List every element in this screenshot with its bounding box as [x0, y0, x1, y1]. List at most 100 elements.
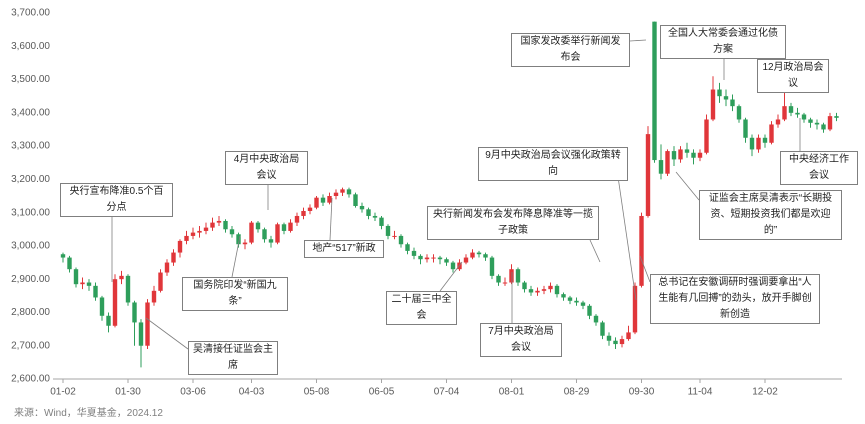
- candle-body: [749, 137, 755, 150]
- candle-body: [190, 232, 196, 236]
- annotation: 全国人大常委会通过化债方案: [660, 25, 786, 59]
- annotation: 央行宣布降准0.5个百分点: [60, 183, 173, 217]
- candle-body: [522, 282, 527, 290]
- annotation-leader: [615, 162, 637, 301]
- candle-body: [262, 229, 267, 240]
- candle-body: [444, 259, 449, 263]
- candle-body: [827, 116, 833, 130]
- y-tick-label: 2,600.00: [11, 374, 50, 385]
- candle-body: [112, 279, 118, 326]
- candle-body: [379, 217, 384, 226]
- candle-body: [275, 224, 280, 243]
- candle-body: [132, 302, 137, 323]
- annotation: 吴清接任证监会主席: [188, 341, 278, 375]
- candle-body: [242, 242, 248, 245]
- x-tick-label: 01-30: [115, 387, 141, 398]
- candle-body: [723, 96, 729, 100]
- candle-body: [743, 119, 748, 138]
- candle-body: [138, 322, 144, 346]
- candle-body: [600, 322, 605, 336]
- candle-body: [704, 119, 709, 153]
- candle-body: [567, 297, 573, 301]
- candle-body: [775, 119, 781, 125]
- candle-body: [119, 275, 124, 280]
- candle-body: [782, 106, 787, 120]
- candle-body: [652, 21, 657, 161]
- candle-body: [424, 257, 430, 260]
- candle-body: [801, 114, 807, 120]
- candle-body: [548, 285, 553, 290]
- candle-body: [99, 297, 105, 316]
- candle-body: [392, 235, 397, 237]
- candle-body: [489, 257, 495, 276]
- candle-body: [60, 254, 66, 258]
- candle-body: [67, 257, 72, 270]
- annotation: 央行新闻发布会发布降息降准等一揽子政策: [427, 206, 599, 240]
- y-tick-label: 3,000.00: [11, 241, 50, 252]
- candle-body: [795, 112, 800, 115]
- annotation: 中央经济工作会议: [780, 151, 858, 185]
- candle-body: [359, 205, 365, 210]
- y-tick-label: 3,500.00: [11, 74, 50, 85]
- annotation: 12月政治局会议: [757, 59, 829, 93]
- candle-body: [665, 151, 670, 174]
- candle-body: [814, 122, 820, 125]
- x-tick-label: 03-06: [180, 387, 206, 398]
- annotation-leader: [629, 39, 647, 42]
- candle-body: [619, 339, 625, 345]
- candle-body: [164, 262, 170, 273]
- candle-body: [171, 252, 176, 263]
- annotation: 4月中央政治局会议: [225, 151, 308, 185]
- candle-body: [678, 149, 683, 160]
- y-tick-label: 2,800.00: [11, 307, 50, 318]
- annotation: 总书记在安徽调研时强调要拿出“人生能有几回搏”的劲头，放开手脚创新创造: [650, 274, 820, 324]
- y-tick-label: 3,200.00: [11, 174, 50, 185]
- candle-body: [626, 332, 631, 340]
- candle-body: [268, 239, 274, 243]
- candle-body: [769, 124, 774, 143]
- y-tick-label: 3,400.00: [11, 107, 50, 118]
- y-tick-label: 2,900.00: [11, 274, 50, 285]
- candle-body: [249, 222, 254, 243]
- candle-body: [86, 282, 92, 286]
- y-tick-label: 3,100.00: [11, 207, 50, 218]
- candle-body: [554, 285, 560, 295]
- candle-body: [762, 137, 768, 143]
- y-tick-label: 3,300.00: [11, 141, 50, 152]
- candle-body: [606, 335, 612, 341]
- y-tick-label: 2,700.00: [11, 340, 50, 351]
- candle-body: [593, 315, 599, 323]
- x-tick-label: 01-02: [50, 387, 76, 398]
- x-tick-label: 08-29: [564, 387, 590, 398]
- candle-body: [398, 235, 404, 245]
- y-tick-label: 3,700.00: [11, 8, 50, 19]
- x-tick-label: 05-08: [304, 387, 330, 398]
- annotation: 二十届三中全会: [386, 291, 457, 325]
- candle-body: [281, 224, 287, 231]
- candle-body: [366, 209, 371, 216]
- candle-body: [463, 257, 469, 263]
- candle-body: [197, 230, 202, 233]
- candle-body: [229, 229, 235, 235]
- candle-body: [496, 275, 501, 283]
- source-note: 来源：Wind，华夏基金，2024.12: [14, 408, 163, 419]
- annotation-leader: [145, 317, 189, 350]
- candle-body: [671, 151, 677, 160]
- candle-body: [684, 149, 690, 153]
- annotation: 地产“517”新政: [304, 240, 384, 258]
- candle-body: [808, 119, 813, 123]
- candle-body: [717, 89, 722, 97]
- candle-body: [756, 137, 761, 150]
- y-tick-label: 3,600.00: [11, 41, 50, 52]
- candle-body: [125, 275, 131, 303]
- x-tick-label: 06-05: [369, 387, 395, 398]
- annotation: 9月中央政治局会议强化政策转向: [478, 147, 628, 181]
- candle-body: [834, 116, 839, 118]
- candle-body: [639, 215, 644, 286]
- candle-body: [515, 269, 521, 283]
- annotation-leader: [675, 171, 700, 201]
- candle-body: [184, 235, 189, 241]
- annotation: 国务院印发“新国九条”: [182, 277, 288, 311]
